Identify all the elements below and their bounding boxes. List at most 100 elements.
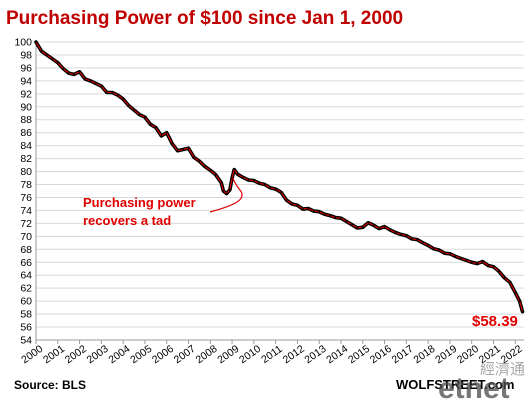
data-point bbox=[383, 225, 386, 228]
x-tick-label: 2015 bbox=[346, 343, 372, 366]
y-tick-label: 62 bbox=[20, 283, 32, 295]
data-point bbox=[492, 266, 495, 268]
y-tick-label: 100 bbox=[14, 37, 32, 49]
data-point bbox=[394, 231, 397, 234]
x-tick-label: 2002 bbox=[63, 343, 89, 366]
data-point bbox=[51, 58, 54, 60]
data-point bbox=[367, 221, 370, 224]
data-point bbox=[269, 187, 272, 189]
data-point bbox=[57, 61, 59, 64]
data-point bbox=[84, 78, 86, 80]
series-line-highlight bbox=[35, 41, 524, 313]
end-value-label: $58.39 bbox=[472, 313, 518, 330]
data-point bbox=[229, 188, 231, 191]
y-tick-label: 86 bbox=[20, 127, 32, 139]
x-tick-label: 2017 bbox=[390, 343, 416, 366]
data-point bbox=[514, 291, 517, 294]
series-line bbox=[34, 40, 525, 314]
data-point bbox=[356, 227, 359, 229]
x-tick-label: 2005 bbox=[128, 343, 154, 366]
data-point bbox=[318, 210, 321, 213]
y-tick-label: 70 bbox=[20, 231, 32, 243]
x-tick-label: 2020 bbox=[455, 343, 481, 366]
y-tick-label: 92 bbox=[20, 88, 32, 100]
data-point bbox=[171, 142, 173, 145]
data-point bbox=[345, 220, 348, 223]
x-tick-label: 2016 bbox=[368, 343, 394, 366]
y-tick-label: 80 bbox=[20, 166, 32, 178]
data-point bbox=[421, 242, 424, 244]
data-point bbox=[487, 264, 489, 267]
data-point bbox=[62, 67, 64, 70]
data-point bbox=[470, 261, 473, 264]
y-tick-label: 84 bbox=[20, 140, 32, 152]
data-point bbox=[160, 135, 163, 137]
data-point bbox=[296, 204, 299, 207]
x-tick-label: 2011 bbox=[259, 343, 285, 366]
x-tick-label: 2006 bbox=[150, 343, 176, 366]
data-point bbox=[427, 244, 429, 247]
data-point bbox=[323, 213, 326, 216]
x-tick-label: 2014 bbox=[324, 343, 350, 366]
data-point bbox=[481, 260, 484, 263]
data-point bbox=[236, 173, 239, 175]
y-tick-label: 94 bbox=[20, 75, 32, 87]
y-tick-label: 66 bbox=[20, 257, 32, 269]
data-point bbox=[46, 54, 48, 56]
data-point bbox=[258, 182, 261, 184]
data-point bbox=[198, 160, 201, 162]
y-tick-label: 74 bbox=[20, 205, 32, 217]
data-point bbox=[73, 73, 75, 76]
data-point bbox=[454, 255, 457, 258]
data-point bbox=[449, 253, 451, 255]
y-tick-label: 78 bbox=[20, 179, 32, 191]
y-tick-label: 64 bbox=[20, 270, 32, 282]
source-label: Source: BLS bbox=[14, 378, 86, 392]
data-point bbox=[405, 234, 408, 237]
data-point bbox=[307, 207, 310, 210]
data-point bbox=[443, 252, 446, 254]
data-point bbox=[411, 238, 413, 240]
y-axis-ticks: 5456586062646668707274767880828486889092… bbox=[14, 37, 32, 347]
data-point bbox=[182, 148, 184, 151]
data-point bbox=[518, 300, 521, 302]
data-point bbox=[509, 281, 511, 284]
data-point bbox=[116, 94, 119, 96]
watermark-english: etnet bbox=[438, 372, 510, 402]
data-point bbox=[465, 259, 468, 262]
y-tick-label: 54 bbox=[20, 335, 32, 347]
y-tick-label: 88 bbox=[20, 114, 32, 126]
chart-title: Purchasing Power of $100 since Jan 1, 20… bbox=[6, 8, 403, 29]
data-point bbox=[127, 104, 130, 107]
data-point bbox=[460, 257, 462, 260]
data-point bbox=[302, 208, 304, 210]
data-point bbox=[329, 214, 331, 217]
annotation-recovery-line1: Purchasing power bbox=[83, 195, 196, 210]
data-point bbox=[122, 98, 124, 100]
data-point bbox=[253, 179, 255, 182]
annotation-recovery-line2: recovers a tad bbox=[83, 213, 171, 228]
y-tick-label: 68 bbox=[20, 244, 32, 256]
y-tick-label: 56 bbox=[20, 322, 32, 334]
x-tick-label: 2012 bbox=[281, 343, 307, 366]
data-point bbox=[242, 176, 244, 179]
data-point bbox=[378, 227, 380, 230]
data-point bbox=[100, 85, 103, 87]
y-tick-label: 58 bbox=[20, 309, 32, 321]
watermark-chinese: 經濟通 bbox=[480, 360, 525, 378]
data-point bbox=[521, 310, 524, 313]
data-point bbox=[233, 168, 235, 171]
x-tick-label: 2001 bbox=[41, 343, 67, 366]
watermark-logo: 經濟通 etnet bbox=[438, 360, 525, 402]
data-point bbox=[209, 169, 212, 172]
x-tick-label: 2007 bbox=[172, 343, 198, 366]
data-point bbox=[263, 183, 266, 186]
data-point bbox=[362, 226, 364, 229]
y-tick-label: 72 bbox=[20, 218, 32, 230]
x-tick-label: 2003 bbox=[85, 343, 111, 366]
x-tick-label: 2004 bbox=[106, 343, 132, 366]
x-tick-label: 2018 bbox=[411, 343, 437, 366]
data-point bbox=[204, 165, 206, 168]
data-point bbox=[280, 191, 282, 194]
